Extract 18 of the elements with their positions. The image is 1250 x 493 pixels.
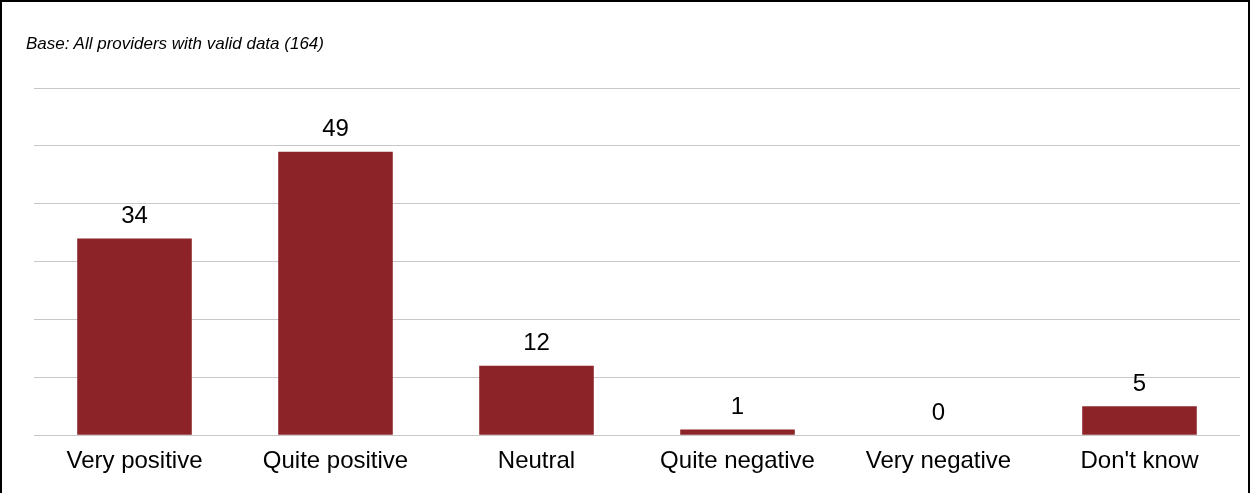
data-label: 49 [322, 114, 349, 142]
data-label: 5 [1132, 368, 1147, 396]
x-tick-label: Very positive [66, 446, 203, 474]
x-tick-label: Neutral [497, 446, 576, 474]
x-tick-label: Don't know [1080, 446, 1200, 474]
bar [77, 238, 192, 435]
x-tick-label: Quite positive [262, 446, 409, 474]
data-label: 12 [523, 328, 550, 356]
x-tick-label: Very negative [865, 446, 1012, 474]
bar [278, 151, 393, 435]
bar [479, 365, 594, 435]
data-label: 0 [931, 397, 946, 425]
data-label: 1 [730, 392, 745, 420]
x-tick-label: Quite negative [660, 446, 815, 474]
text: Base: All providers with valid data (164) [26, 34, 324, 54]
bar [1082, 406, 1197, 435]
data-label: 34 [121, 201, 148, 229]
bar [680, 429, 795, 435]
